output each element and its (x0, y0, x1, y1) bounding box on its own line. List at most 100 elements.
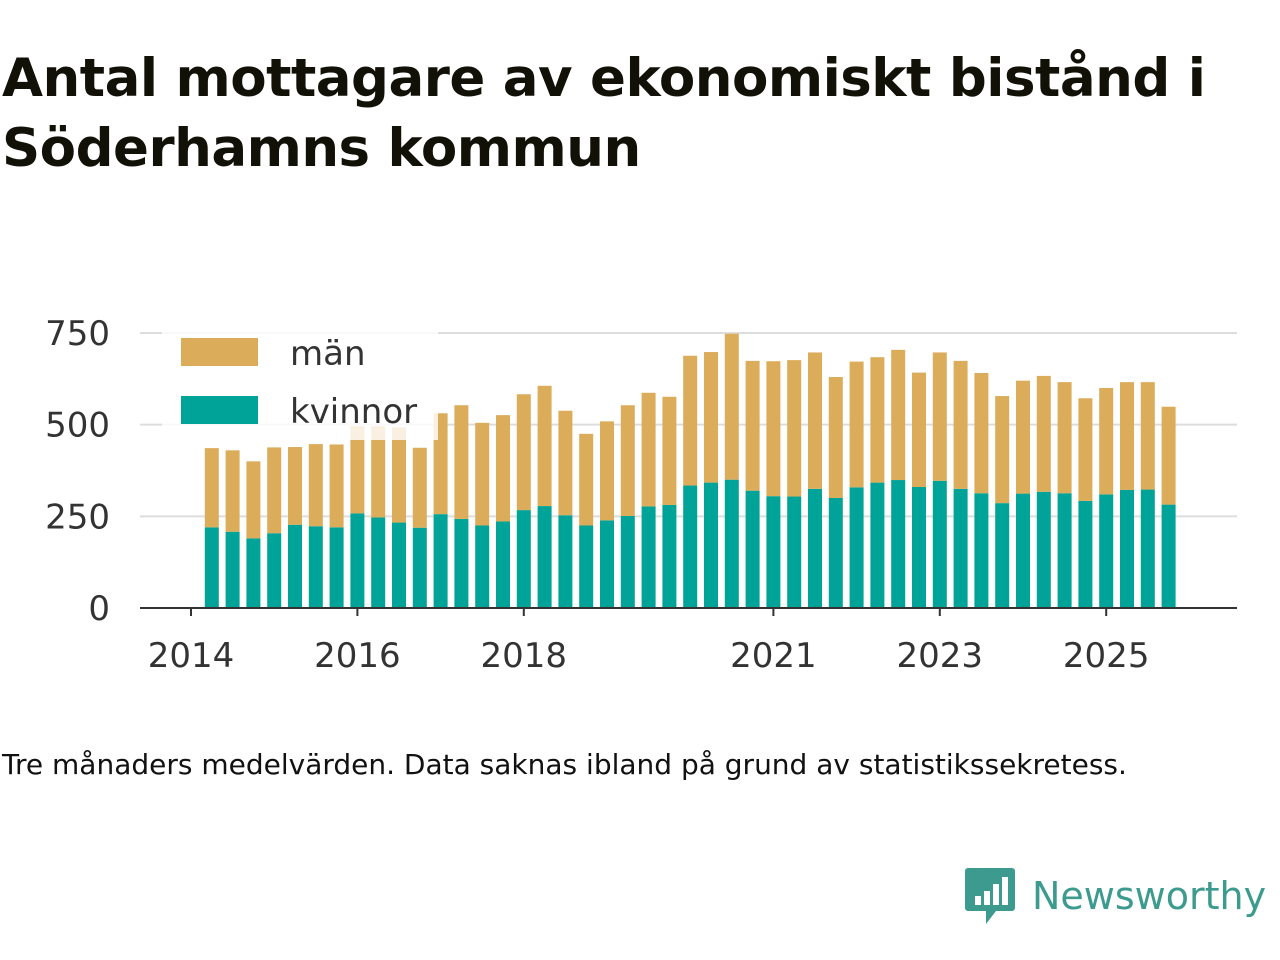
bar-man (953, 360, 968, 489)
bar-kvinnor (870, 482, 885, 608)
bar-kvinnor (683, 485, 698, 608)
bar-kvinnor (620, 515, 635, 608)
bar-man (288, 447, 302, 525)
chart-caption: Tre månaders medelvärden. Data saknas ib… (2, 748, 1127, 781)
bar-man (724, 333, 739, 480)
bar-kvinnor (433, 514, 448, 608)
x-tick-label: 2016 (314, 636, 401, 676)
bar-man (537, 385, 552, 507)
legend-swatch (181, 338, 258, 366)
newsworthy-logo-icon (965, 868, 1015, 924)
bar-kvinnor (329, 527, 344, 608)
bar-kvinnor (766, 496, 781, 608)
bar-man (1140, 382, 1155, 490)
bar-man (1036, 375, 1051, 492)
bar-man (912, 372, 926, 487)
bar-man (1099, 388, 1114, 495)
bar-kvinnor (1016, 493, 1030, 608)
x-tick-label: 2025 (1063, 636, 1150, 676)
bar-kvinnor (412, 527, 427, 608)
bar-man (496, 415, 510, 522)
bar-man (600, 421, 614, 521)
y-tick-label: 250 (45, 497, 110, 537)
bar-kvinnor (246, 538, 261, 608)
bar-man (454, 405, 469, 519)
bar-man (766, 361, 781, 497)
bar-kvinnor (745, 490, 760, 608)
bar-kvinnor (204, 527, 219, 608)
bar-man (329, 444, 344, 528)
bar-man (1120, 382, 1134, 490)
bar-kvinnor (516, 510, 531, 608)
bar-kvinnor (891, 480, 906, 608)
bar-kvinnor (1099, 494, 1114, 608)
bar-kvinnor (704, 482, 718, 608)
legend: män kvinnor (162, 326, 438, 440)
bar-man (204, 448, 219, 528)
bar-kvinnor (288, 524, 302, 608)
bar-man (620, 405, 635, 516)
bar-kvinnor (912, 487, 926, 608)
y-tick-label: 750 (45, 314, 110, 354)
bar-kvinnor (537, 506, 552, 608)
bar-man (932, 352, 947, 481)
bar-kvinnor (808, 488, 822, 608)
bar-man (662, 396, 677, 505)
bar-man (704, 352, 718, 483)
bar-kvinnor (828, 498, 843, 608)
x-tick-label: 2021 (730, 636, 817, 676)
bar-kvinnor (579, 525, 594, 608)
bar-kvinnor (350, 513, 365, 608)
bar-man (412, 447, 427, 528)
bar-kvinnor (849, 487, 864, 608)
bar-kvinnor (475, 525, 490, 608)
bar-kvinnor (454, 518, 469, 608)
bar-kvinnor (932, 480, 947, 608)
bar-man (267, 447, 282, 534)
bar-kvinnor (267, 533, 282, 608)
bar-man (808, 352, 822, 489)
bar-kvinnor (787, 496, 802, 608)
bar-kvinnor (724, 479, 739, 608)
bar-kvinnor (641, 506, 656, 608)
bar-man (787, 360, 802, 497)
bar-kvinnor (662, 504, 677, 608)
bar-kvinnor (1120, 489, 1134, 608)
bar-man (683, 355, 698, 486)
bar-man (870, 357, 885, 483)
bar-man (516, 394, 531, 511)
bar-kvinnor (496, 521, 510, 608)
bar-man (371, 426, 386, 518)
bar-man (308, 444, 323, 527)
legend-swatch (181, 396, 258, 424)
bar-man (350, 426, 365, 514)
bar-kvinnor (1057, 493, 1072, 608)
bar-kvinnor (225, 531, 240, 608)
brand-logo: Newsworthy (964, 864, 1266, 928)
bar-kvinnor (995, 503, 1010, 608)
bar-man (579, 433, 594, 526)
bar-kvinnor (392, 522, 406, 608)
bar-kvinnor (308, 526, 323, 608)
bar-man (849, 361, 864, 488)
x-axis-ticks: 2014 2016 2018 2021 2023 2025 (148, 608, 1150, 676)
bar-kvinnor (371, 517, 386, 608)
bar-kvinnor (1078, 500, 1093, 608)
legend-label: män (290, 334, 366, 374)
bar-man (641, 392, 656, 507)
bar-kvinnor (1036, 491, 1051, 608)
bar-kvinnor (974, 493, 989, 608)
x-tick-label: 2023 (897, 636, 984, 676)
bar-kvinnor (953, 488, 968, 608)
x-tick-label: 2018 (481, 636, 568, 676)
brand-name: Newsworthy (1032, 874, 1267, 918)
bar-man (974, 372, 989, 494)
bar-man (1161, 406, 1176, 505)
bar-kvinnor (558, 515, 573, 608)
bar-man (392, 427, 406, 523)
bar-man (1078, 398, 1093, 501)
chart-title: Antal mottagare av ekonomiskt bistånd i … (2, 48, 1206, 179)
bar-man (475, 422, 490, 526)
bar-man (995, 396, 1010, 504)
bar-man (1016, 380, 1030, 494)
